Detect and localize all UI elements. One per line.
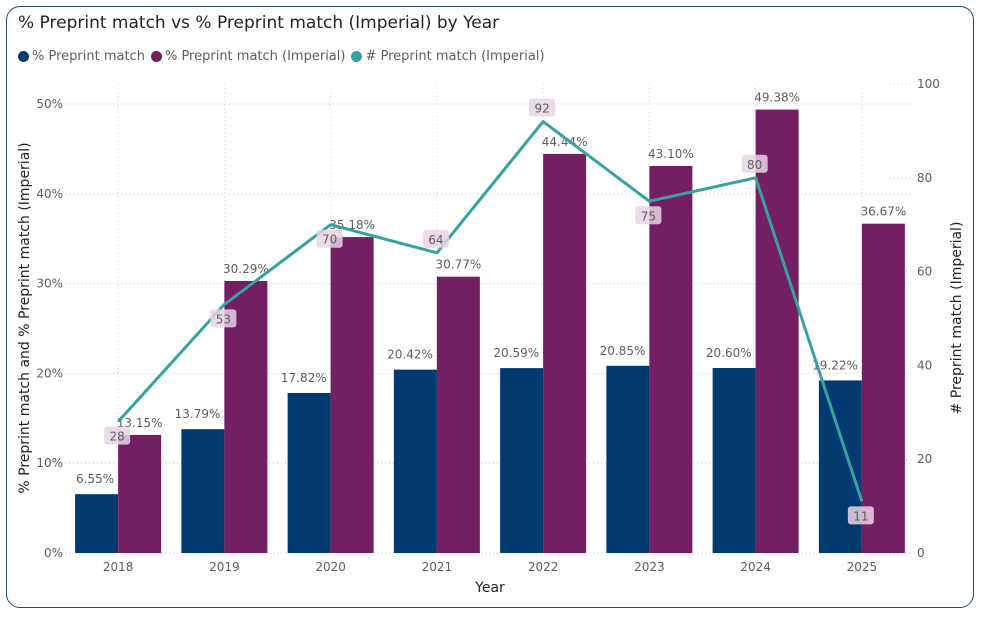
data-label-count: 92: [534, 102, 549, 116]
x-axis-title: Year: [474, 580, 505, 596]
bar-preprint-match: [393, 369, 437, 553]
y-axis-title: % Preprint match and % Preprint match (I…: [17, 142, 33, 493]
data-label-count: 11: [853, 509, 868, 523]
data-label-count: 75: [641, 209, 656, 223]
bar-preprint-match-imperial: [330, 237, 374, 553]
y-tick-label: 30%: [36, 277, 63, 291]
line-label-background: [104, 426, 131, 445]
data-label-preprint-match: 20.59%: [493, 346, 539, 360]
legend-item-preprint-match[interactable]: % Preprint match: [18, 49, 145, 64]
y2-axis-title: # Preprint match (Imperial): [949, 222, 965, 415]
data-label-preprint-match-imperial: 30.77%: [435, 258, 481, 272]
y-tick-label: 50%: [36, 97, 63, 111]
data-label-count: 80: [747, 158, 762, 172]
legend-label: # Preprint match (Imperial): [365, 49, 545, 64]
y2-tick-label: 20: [917, 452, 932, 466]
chart-title: % Preprint match vs % Preprint match (Im…: [18, 13, 500, 33]
legend: % Preprint match % Preprint match (Imper…: [18, 49, 545, 64]
line-count-preprint-match-imperial: [117, 120, 864, 502]
data-label-count: 28: [109, 430, 124, 444]
x-tick-label: 2019: [209, 560, 240, 574]
y2-tick-label: 80: [917, 171, 932, 185]
line-label-background: [635, 206, 662, 225]
data-label-preprint-match-imperial: 30.29%: [223, 262, 269, 276]
x-tick-label: 2024: [740, 560, 771, 574]
y2-tick-label: 60: [917, 265, 932, 279]
bar-preprint-match: [818, 380, 862, 553]
bar-preprint-match-imperial: [755, 109, 799, 553]
data-label-preprint-match-imperial: 13.15%: [117, 416, 163, 430]
legend-item-count-preprint-match-imperial[interactable]: # Preprint match (Imperial): [351, 49, 545, 64]
data-label-preprint-match-imperial: 49.38%: [754, 91, 800, 105]
y2-tick-label: 100: [917, 77, 940, 91]
legend-item-preprint-match-imperial[interactable]: % Preprint match (Imperial): [150, 49, 346, 64]
data-label-count: 70: [322, 233, 337, 247]
bar-preprint-match: [712, 368, 756, 553]
legend-label: % Preprint match (Imperial): [164, 49, 346, 64]
x-tick-label: 2022: [528, 560, 559, 574]
bar-preprint-match: [75, 494, 119, 553]
legend-label: % Preprint match: [32, 49, 145, 64]
bar-preprint-match: [606, 365, 650, 553]
legend-dot-icon: [18, 51, 29, 62]
bar-preprint-match-imperial: [861, 223, 905, 553]
y2-tick-label: 0: [917, 546, 925, 560]
bar-preprint-match-imperial: [543, 153, 587, 553]
line-label-background: [741, 154, 768, 173]
bar-preprint-match-imperial: [436, 276, 480, 553]
data-label-preprint-match: 19.22%: [812, 358, 858, 372]
data-label-count: 53: [216, 312, 231, 326]
y-tick-label: 40%: [36, 187, 63, 201]
bar-preprint-match: [287, 392, 331, 553]
y-tick-label: 20%: [36, 366, 63, 380]
line-label-background: [210, 309, 237, 328]
data-label-count: 64: [428, 233, 443, 247]
x-tick-label: 2020: [315, 560, 346, 574]
y-tick-label: 0%: [44, 546, 63, 560]
legend-dot-icon: [150, 51, 162, 62]
data-label-preprint-match-imperial: 36.67%: [860, 205, 906, 219]
x-tick-label: 2018: [103, 560, 134, 574]
x-tick-label: 2023: [634, 560, 665, 574]
data-label-preprint-match: 6.55%: [76, 472, 114, 486]
data-label-preprint-match: 13.79%: [175, 407, 221, 421]
x-tick-label: 2021: [422, 560, 453, 574]
data-label-preprint-match: 20.60%: [706, 346, 752, 360]
line-label-background: [422, 229, 449, 248]
data-label-preprint-match-imperial: 43.10%: [648, 147, 694, 161]
bar-preprint-match: [181, 429, 225, 553]
data-label-preprint-match: 17.82%: [281, 371, 327, 385]
data-label-preprint-match: 20.42%: [387, 348, 433, 362]
bar-preprint-match: [500, 368, 544, 553]
line-label-background: [316, 229, 343, 248]
y2-tick-label: 40: [917, 358, 932, 372]
line-label-background: [529, 98, 556, 117]
x-tick-label: 2025: [847, 560, 878, 574]
legend-dot-icon: [351, 51, 363, 62]
line-label-background: [847, 506, 874, 525]
data-label-preprint-match: 20.85%: [600, 344, 646, 358]
chart-card: [6, 6, 974, 608]
bar-preprint-match-imperial: [649, 165, 693, 553]
y-tick-label: 10%: [36, 456, 63, 470]
bar-preprint-match-imperial: [118, 434, 162, 553]
